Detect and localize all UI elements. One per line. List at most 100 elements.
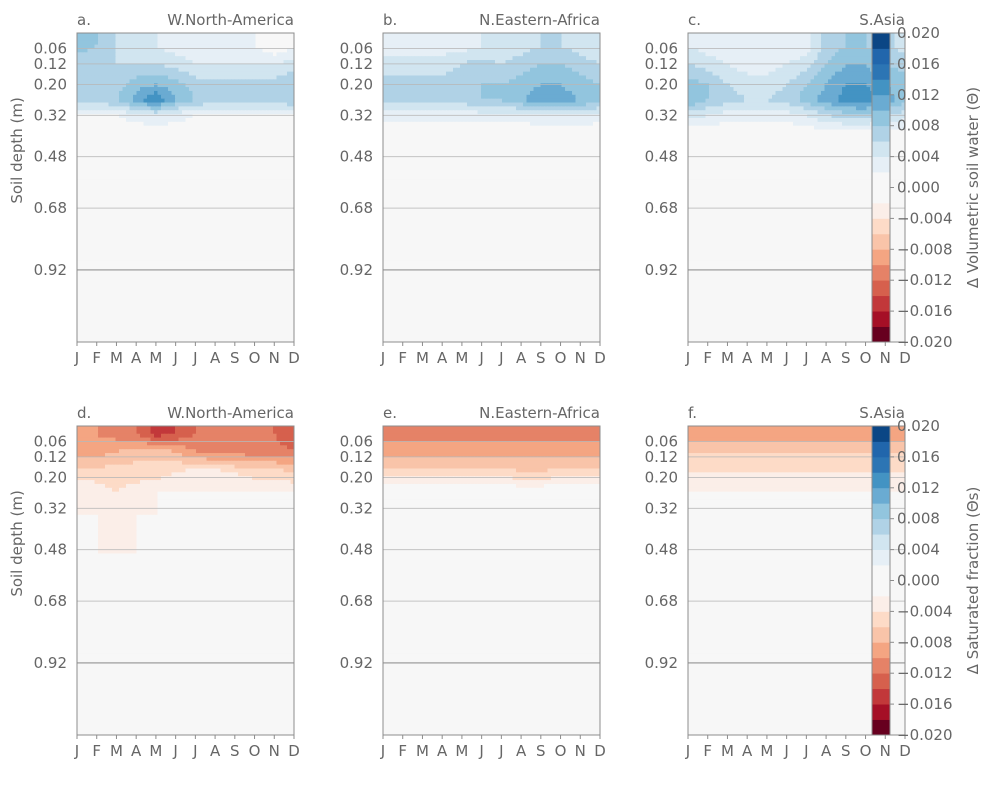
contour-cell bbox=[231, 103, 235, 107]
contour-cell bbox=[98, 137, 102, 141]
contour-cell bbox=[238, 253, 242, 257]
contour-cell bbox=[231, 199, 235, 203]
contour-cell bbox=[84, 257, 88, 261]
contour-cell bbox=[95, 226, 99, 230]
contour-cell bbox=[270, 130, 274, 134]
contour-cell bbox=[238, 288, 242, 292]
contour-cell bbox=[165, 176, 169, 180]
contour-cell bbox=[126, 188, 130, 192]
contour-cell bbox=[147, 249, 151, 253]
contour-cell bbox=[102, 164, 106, 168]
contour-cell bbox=[196, 311, 200, 315]
contour-cell bbox=[259, 172, 263, 176]
contour-cell bbox=[130, 261, 134, 265]
contour-cell bbox=[151, 195, 155, 199]
contour-cell bbox=[98, 272, 102, 276]
contour-cell bbox=[200, 87, 204, 91]
contour-cell bbox=[168, 37, 172, 41]
contour-cell bbox=[284, 218, 288, 222]
contour-cell bbox=[84, 118, 88, 122]
contour-cell bbox=[228, 149, 232, 153]
contour-cell bbox=[207, 211, 211, 215]
contour-cell bbox=[207, 230, 211, 234]
contour-cell bbox=[259, 245, 263, 249]
contour-cell bbox=[242, 172, 246, 176]
contour-cell bbox=[207, 296, 211, 300]
contour-cell bbox=[84, 218, 88, 222]
contour-cell bbox=[151, 137, 155, 141]
contour-cell bbox=[105, 330, 109, 334]
contour-cell bbox=[249, 48, 253, 52]
contour-cell bbox=[88, 122, 92, 126]
contour-cell bbox=[140, 215, 144, 219]
contour-cell bbox=[154, 137, 158, 141]
contour-cell bbox=[196, 126, 200, 130]
contour-cell bbox=[210, 215, 214, 219]
contour-cell bbox=[154, 330, 158, 334]
contour-cell bbox=[144, 315, 148, 319]
contour-cell bbox=[91, 180, 95, 184]
contour-cell bbox=[161, 300, 165, 304]
contour-cell bbox=[249, 79, 253, 83]
contour-cell bbox=[77, 296, 81, 300]
contour-cell bbox=[263, 37, 267, 41]
contour-cell bbox=[133, 168, 137, 172]
contour-cell bbox=[133, 284, 137, 288]
contour-cell bbox=[256, 184, 260, 188]
contour-cell bbox=[270, 218, 274, 222]
contour-cell bbox=[158, 106, 162, 110]
contour-cell bbox=[277, 319, 281, 323]
contour-cell bbox=[175, 280, 179, 284]
contour-cell bbox=[238, 184, 242, 188]
contour-cell bbox=[130, 203, 134, 207]
contour-cell bbox=[175, 133, 179, 137]
contour-cell bbox=[214, 234, 218, 238]
contour-cell bbox=[228, 253, 232, 257]
contour-cell bbox=[168, 234, 172, 238]
contour-cell bbox=[235, 257, 239, 261]
contour-cell bbox=[112, 330, 116, 334]
contour-cell bbox=[98, 242, 102, 246]
contour-cell bbox=[207, 130, 211, 134]
contour-cell bbox=[280, 315, 284, 319]
contour-cell bbox=[102, 311, 106, 315]
contour-cell bbox=[91, 95, 95, 99]
contour-cell bbox=[151, 64, 155, 68]
contour-cell bbox=[273, 133, 277, 137]
contour-cell bbox=[182, 311, 186, 315]
contour-cell bbox=[144, 145, 148, 149]
contour-cell bbox=[203, 253, 207, 257]
contour-cell bbox=[147, 222, 151, 226]
contour-cell bbox=[210, 137, 214, 141]
contour-cell bbox=[109, 79, 113, 83]
contour-cell bbox=[119, 249, 123, 253]
contour-cell bbox=[277, 288, 281, 292]
contour-cell bbox=[203, 315, 207, 319]
contour-cell bbox=[238, 323, 242, 327]
contour-cell bbox=[266, 226, 270, 230]
contour-cell bbox=[119, 184, 123, 188]
contour-cell bbox=[102, 261, 106, 265]
contour-cell bbox=[242, 37, 246, 41]
contour-cell bbox=[140, 292, 144, 296]
contour-cell bbox=[130, 141, 134, 145]
contour-cell bbox=[284, 145, 288, 149]
contour-cell bbox=[123, 211, 127, 215]
contour-cell bbox=[193, 114, 197, 118]
contour-cell bbox=[228, 72, 232, 76]
contour-cell bbox=[221, 168, 225, 172]
contour-cell bbox=[193, 87, 197, 91]
contour-cell bbox=[165, 307, 169, 311]
contour-cell bbox=[266, 323, 270, 327]
contour-cell bbox=[252, 215, 256, 219]
contour-cell bbox=[116, 133, 120, 137]
contour-cell bbox=[88, 222, 92, 226]
contour-cell bbox=[154, 133, 158, 137]
contour-cell bbox=[252, 195, 256, 199]
contour-cell bbox=[116, 323, 120, 327]
contour-cell bbox=[217, 334, 221, 338]
contour-cell bbox=[249, 261, 253, 265]
contour-cell bbox=[235, 75, 239, 79]
contour-cell bbox=[102, 303, 106, 307]
contour-cell bbox=[147, 334, 151, 338]
